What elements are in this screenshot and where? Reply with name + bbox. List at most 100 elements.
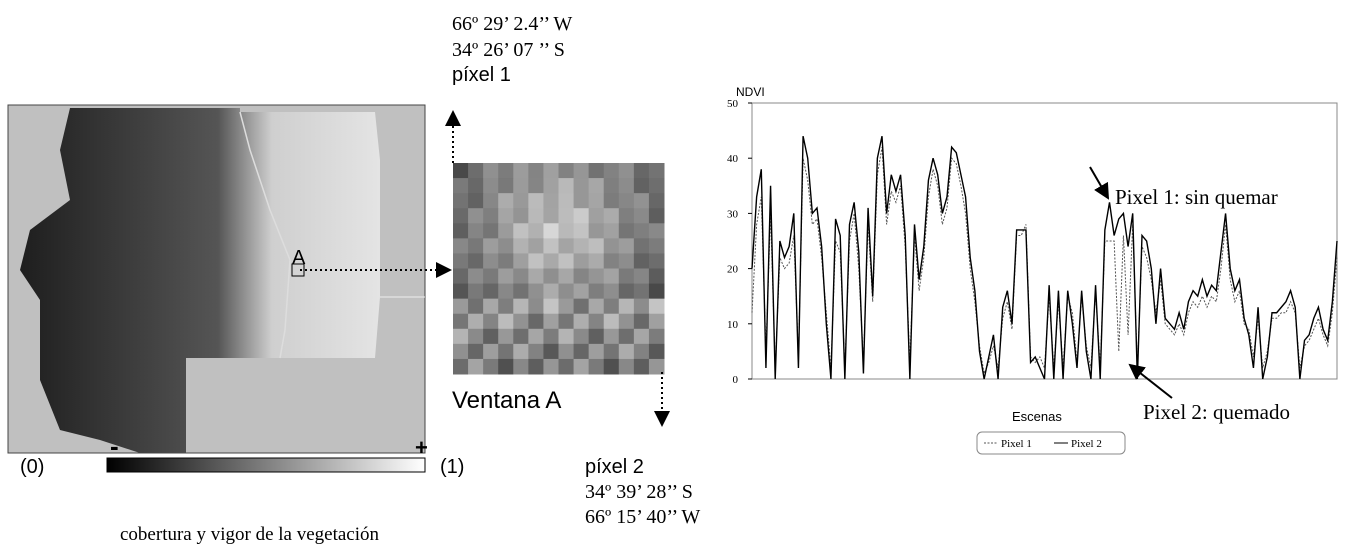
pixel-cell — [483, 358, 499, 375]
pixel-cell — [633, 313, 650, 330]
pixel-cell — [588, 283, 605, 300]
pixel-label: píxel 1 — [452, 64, 511, 86]
pixel-cell — [618, 358, 635, 375]
pixel-cell — [588, 193, 605, 209]
pixel-cell — [528, 328, 544, 345]
pixel-cell — [498, 253, 514, 269]
pixel-cell — [633, 253, 650, 269]
pixel-cell — [453, 193, 469, 209]
pixel-cell — [648, 163, 665, 179]
pixel-cell — [513, 358, 529, 375]
pixel-cell — [588, 163, 605, 179]
pixel-cell — [543, 253, 559, 269]
pixel-cell — [558, 238, 575, 254]
pixel-cell — [498, 358, 514, 375]
pixel-cell — [588, 313, 605, 330]
pixel-cell — [648, 328, 665, 345]
pixel-cell — [513, 298, 529, 315]
pixel-cell — [468, 328, 484, 345]
coordinate: 66º 15’ 40’’ W — [585, 506, 700, 528]
pixel-cell — [633, 178, 650, 194]
pixel-cell — [513, 328, 529, 345]
pixel-cell — [498, 193, 514, 209]
pixel-cell — [513, 283, 529, 300]
pixel-cell — [588, 223, 605, 239]
pixel-cell — [483, 253, 499, 269]
pixel-cell — [528, 178, 544, 194]
pixel-cell — [468, 223, 484, 239]
pixel-cell — [543, 193, 559, 209]
pixel-cell — [603, 178, 620, 194]
pixel-cell — [468, 178, 484, 194]
pixel-cell — [468, 358, 484, 375]
pixel-cell — [588, 268, 605, 285]
pixel-cell — [633, 208, 650, 224]
pixel-cell — [603, 223, 620, 239]
pixel-cell — [588, 298, 605, 315]
pixel-window — [453, 163, 665, 375]
pixel-cell — [453, 223, 469, 239]
pixel-cell — [513, 163, 529, 179]
pixel-cell — [618, 298, 635, 315]
pixel-cell — [468, 298, 484, 315]
pixel-cell — [648, 343, 665, 360]
pixel-cell — [468, 313, 484, 330]
pixel-cell — [573, 268, 590, 285]
pixel-cell — [633, 283, 650, 300]
pixel-cell — [513, 208, 529, 224]
pixel-cell — [558, 223, 575, 239]
y-tick-label: 10 — [727, 319, 739, 331]
pixel-cell — [468, 253, 484, 269]
pixel-cell — [543, 238, 559, 254]
pixel-cell — [573, 328, 590, 345]
pixel-cell — [648, 268, 665, 285]
pixel-cell — [633, 343, 650, 360]
pixel-cell — [543, 163, 559, 179]
pixel-cell — [453, 268, 469, 285]
pixel-cell — [498, 223, 514, 239]
pixel-cell — [573, 208, 590, 224]
coordinate: 66º 29’ 2.4’’ W — [452, 13, 572, 35]
pixel-cell — [573, 178, 590, 194]
pixel-cell — [528, 358, 544, 375]
pixel-cell — [558, 208, 575, 224]
pixel-cell — [453, 238, 469, 254]
pixel-cell — [528, 193, 544, 209]
pixel-cell — [498, 343, 514, 360]
pixel-cell — [573, 223, 590, 239]
annotation: Pixel 1: sin quemar — [1115, 185, 1278, 209]
pixel-cell — [558, 298, 575, 315]
legend-label: Pixel 2 — [1071, 438, 1102, 450]
pixel-cell — [498, 268, 514, 285]
pixel-cell — [573, 313, 590, 330]
pixel-cell — [498, 238, 514, 254]
map-border — [239, 111, 291, 359]
annotation-arrow — [1089, 166, 1110, 200]
pixel-cell — [543, 313, 559, 330]
pixel-cell — [618, 208, 635, 224]
y-tick-label: 0 — [733, 374, 739, 386]
pixel-cell — [633, 358, 650, 375]
pixel-cell — [618, 343, 635, 360]
pixel-cell — [513, 313, 529, 330]
pixel-cell — [558, 313, 575, 330]
pixel-cell — [498, 178, 514, 194]
pixel-cell — [453, 343, 469, 360]
pixel-cell — [543, 178, 559, 194]
pixel-cell — [528, 223, 544, 239]
scale-caption: cobertura y vigor de la vegetación — [120, 524, 380, 544]
x-axis-label: Escenas — [1012, 409, 1062, 424]
pixel-cell — [573, 343, 590, 360]
pixel-cell — [603, 328, 620, 345]
window-label: Ventana A — [452, 387, 561, 414]
pixel-cell — [588, 178, 605, 194]
pixel-cell — [573, 163, 590, 179]
pixel-cell — [603, 193, 620, 209]
y-axis-label: NDVI — [736, 85, 765, 99]
map-region — [20, 108, 380, 453]
pixel-cell — [498, 328, 514, 345]
pixel-cell — [513, 238, 529, 254]
pixel-cell — [453, 313, 469, 330]
pixel-cell — [468, 238, 484, 254]
pixel-cell — [498, 298, 514, 315]
